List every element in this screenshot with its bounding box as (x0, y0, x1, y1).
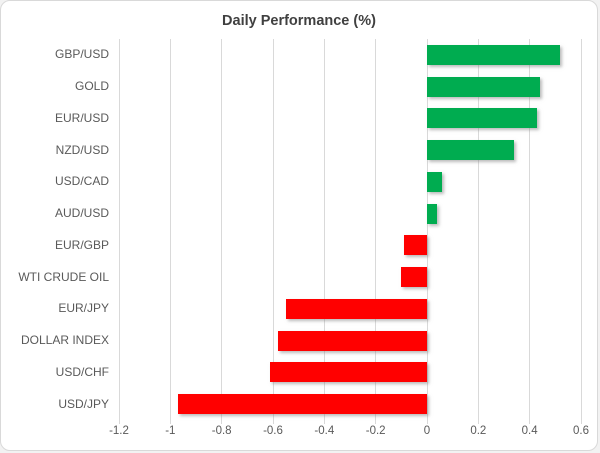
x-tick-label: -1 (165, 425, 176, 437)
x-tick-label: -0.4 (314, 425, 335, 437)
bar-aud-usd (427, 203, 438, 224)
category-label: GBP/USD (54, 47, 109, 62)
x-tick-label: 0.6 (573, 425, 589, 437)
category-label: EUR/JPY (58, 301, 109, 316)
category-label: AUD/USD (54, 206, 109, 221)
gridline (529, 39, 531, 424)
gridline (323, 39, 325, 424)
x-tick-label: -0.2 (365, 425, 386, 437)
gridline (375, 39, 377, 424)
x-axis-tick-labels: -1.2 -1 -0.8 -0.6 -0.4 -0.2 0 0.2 0.4 0.6 (109, 425, 589, 443)
bar-eur-usd (427, 108, 538, 129)
category-label: USD/CAD (54, 174, 109, 189)
x-tick-label: 0.4 (521, 425, 538, 437)
gridline (272, 39, 274, 424)
plot-area (118, 39, 582, 424)
chart-title: Daily Performance (%) (222, 13, 376, 29)
bar-gbp-usd (427, 44, 561, 65)
category-labels-column: GBP/USD GOLD EUR/USD NZD/USD USD/CAD AUD/USD E… (1, 39, 109, 420)
category-label: EUR/USD (54, 110, 109, 125)
bar-nzd-usd (427, 140, 515, 161)
gridline (118, 39, 120, 424)
gridline (221, 39, 223, 424)
gridline (477, 39, 479, 424)
category-label: USD/CHF (55, 364, 109, 379)
category-label: GOLD (74, 79, 109, 94)
bar-dollar-index (278, 330, 427, 351)
bar-usd-chf (270, 362, 427, 383)
gridline (426, 39, 428, 424)
x-tick-label: -0.6 (263, 425, 283, 437)
gridline (580, 39, 582, 424)
x-tick-label: -0.8 (211, 425, 232, 437)
bar-gold (427, 76, 540, 97)
x-tick-label: 0.2 (470, 425, 487, 437)
category-label: DOLLAR INDEX (20, 333, 109, 348)
bar-usd-jpy (178, 394, 427, 415)
bar-wti-crude-oil (401, 267, 427, 288)
category-label: NZD/USD (55, 142, 109, 157)
category-label: USD/JPY (58, 396, 109, 411)
gridline (169, 39, 171, 424)
category-label: WTI CRUDE OIL (18, 269, 109, 284)
x-tick-label: -1.2 (109, 425, 129, 437)
bar-eur-jpy (285, 298, 427, 319)
category-label: EUR/GBP (54, 237, 109, 252)
bar-eur-gbp (403, 235, 427, 256)
x-tick-label: 0 (423, 425, 431, 437)
bar-usd-cad (427, 171, 443, 192)
